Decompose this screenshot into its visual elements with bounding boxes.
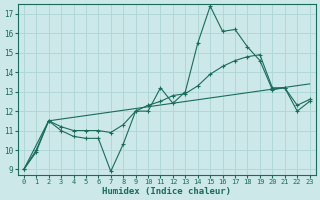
X-axis label: Humidex (Indice chaleur): Humidex (Indice chaleur) (102, 187, 231, 196)
